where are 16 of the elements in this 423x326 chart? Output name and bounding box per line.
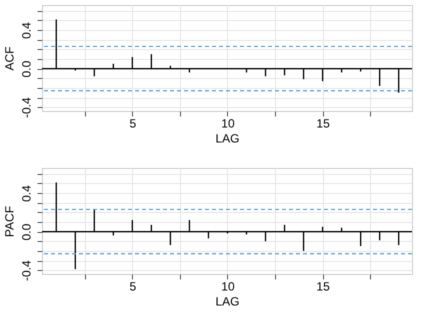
y-tick-label: -0.4 [20,260,34,281]
x-tick-label: 15 [316,280,330,294]
x-axis-title: LAG [215,294,240,308]
y-tick-label: -0.4 [20,96,34,118]
y-tick-label: 0.0 [20,223,34,240]
x-tick-label: 10 [221,280,235,294]
x-axis-title: LAG [215,132,240,146]
y-tick-label: 0.4 [20,22,34,39]
y-axis-title: PACF [2,206,16,238]
y-tick-label: 0.0 [20,60,34,78]
y-axis-title: ACF [2,46,16,70]
x-tick-label: 5 [130,280,137,294]
x-tick-label: 10 [221,116,235,130]
y-tick-label: 0.4 [20,184,34,202]
x-tick-label: 15 [316,116,330,130]
x-tick-label: 5 [130,116,137,130]
